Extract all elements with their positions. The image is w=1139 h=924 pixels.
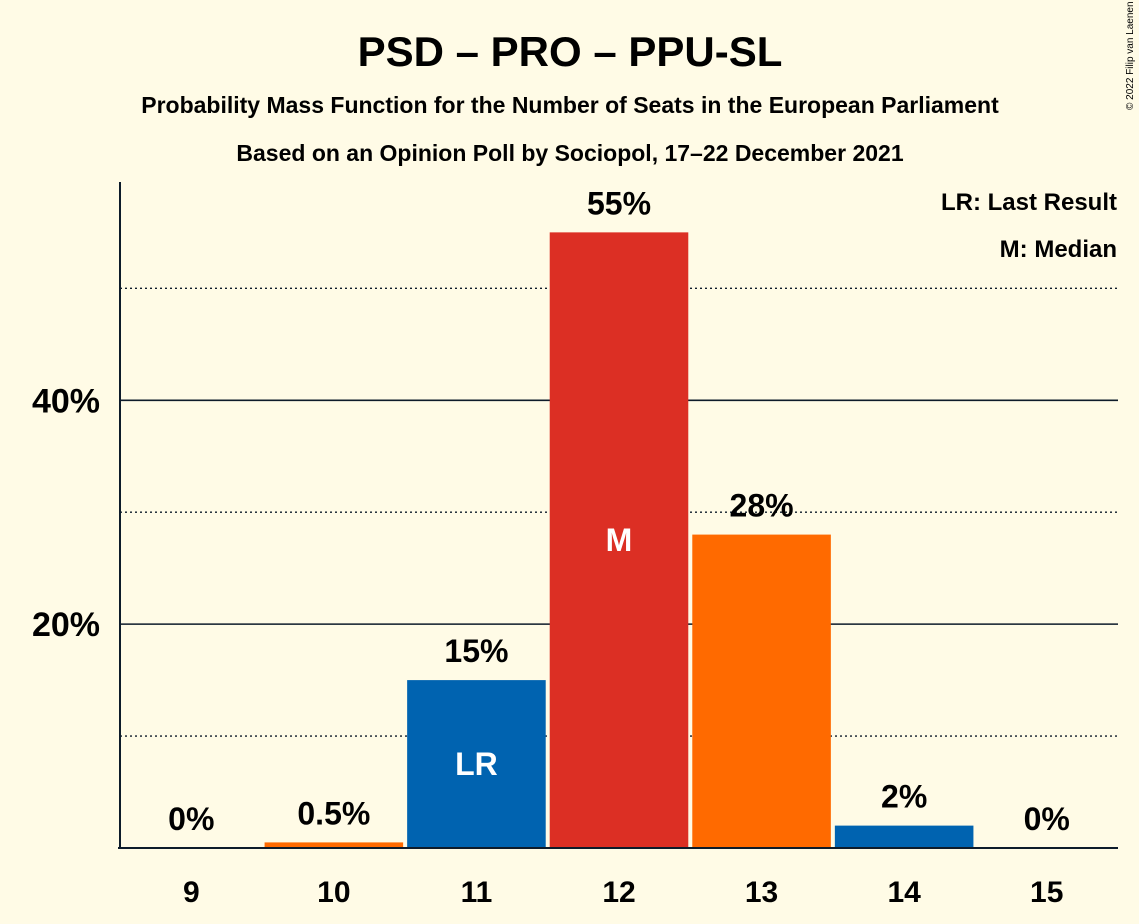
chart-source: Based on an Opinion Poll by Sociopol, 17… [236, 140, 903, 166]
x-tick-label: 12 [602, 876, 635, 909]
value-label-15: 0% [1024, 801, 1070, 837]
x-axis-ticks: 9 10 11 12 13 14 15 [183, 876, 1063, 909]
value-label-10: 0.5% [297, 795, 370, 831]
x-tick-label: 15 [1030, 876, 1063, 909]
x-tick-label: 13 [745, 876, 778, 909]
bar-11 [407, 680, 546, 848]
x-tick-label: 9 [183, 876, 200, 909]
value-label-12: 55% [587, 185, 651, 221]
value-label-11: 15% [444, 633, 508, 669]
bar-10 [264, 842, 404, 848]
bar-marker-lr: LR [455, 746, 498, 782]
value-label-14: 2% [881, 779, 927, 815]
bar-value-labels: 0% 0.5% LR 15% M 55% 28% 2% 0% [168, 185, 1070, 837]
y-tick-label: 40% [32, 382, 100, 420]
bar-13 [692, 534, 831, 848]
legend-median: M: Median [1000, 236, 1117, 263]
value-label-13: 28% [730, 488, 794, 524]
chart-subtitle: Probability Mass Function for the Number… [141, 92, 999, 118]
bar-marker-m: M [606, 522, 633, 558]
value-label-9: 0% [168, 801, 214, 837]
bar-14 [834, 825, 974, 848]
x-tick-label: 10 [317, 876, 350, 909]
x-tick-label: 14 [887, 876, 921, 909]
y-tick-label: 20% [32, 606, 100, 644]
x-tick-label: 11 [461, 876, 493, 909]
chart-title: PSD – PRO – PPU-SL [358, 28, 783, 75]
bars [264, 232, 974, 848]
copyright-notice: © 2022 Filip van Laenen [1125, 1, 1136, 110]
bar-12 [549, 232, 689, 848]
y-axis-ticks: 20% 40% [32, 382, 100, 644]
legend-last-result: LR: Last Result [941, 189, 1117, 216]
